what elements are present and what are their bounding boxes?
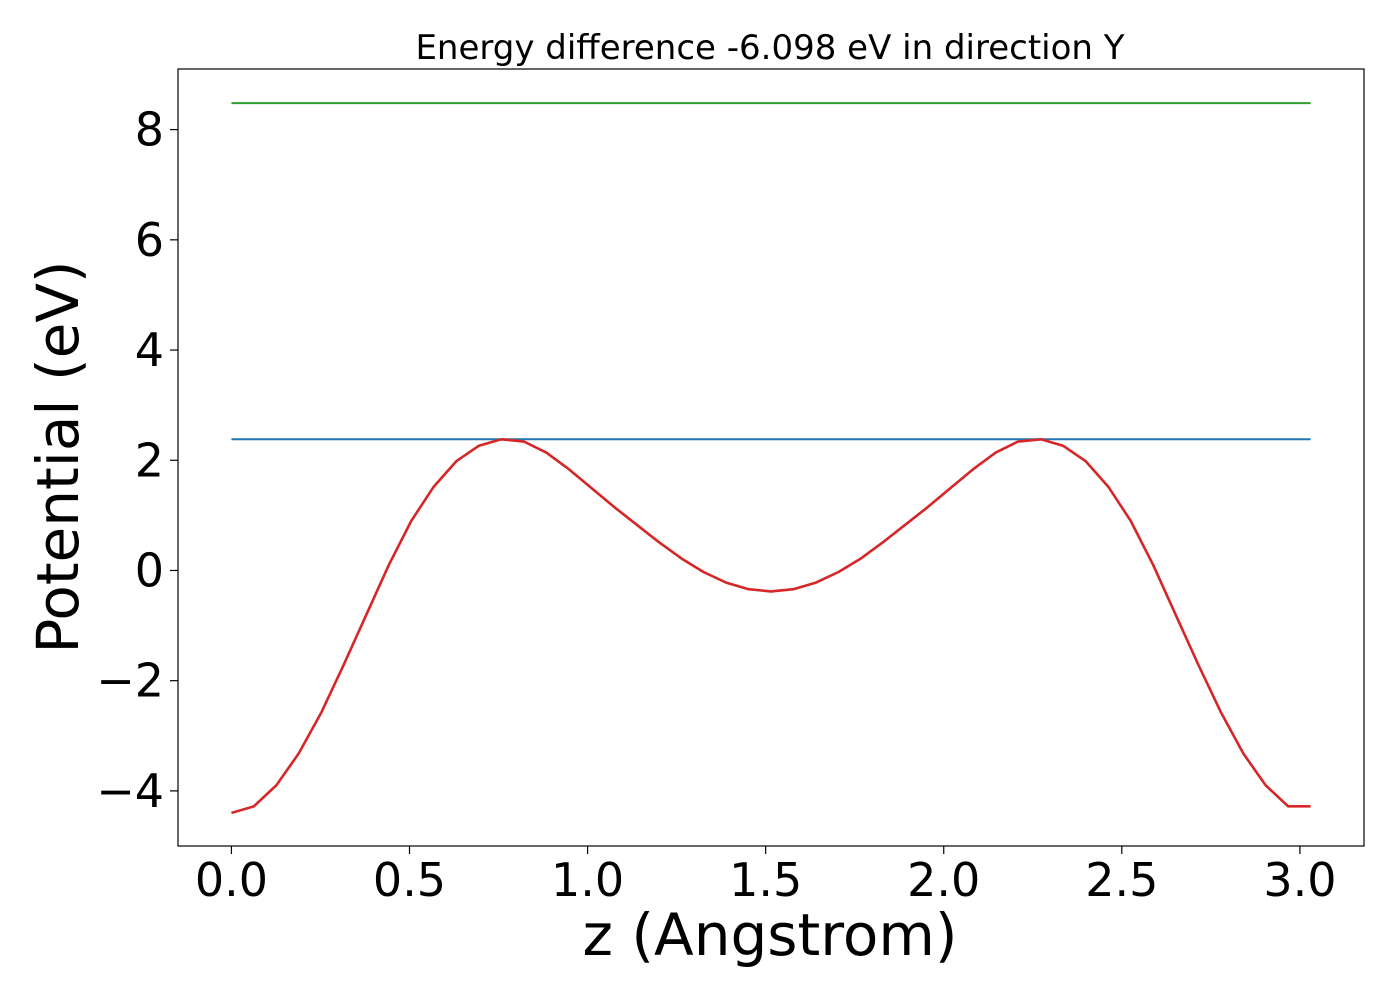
x-tick-label: 0.5: [373, 853, 446, 907]
x-tick-label: 0.0: [195, 853, 268, 907]
y-tick-label: −4: [96, 764, 164, 818]
y-tick-label: 2: [135, 433, 164, 487]
x-tick-label: 1.5: [729, 853, 802, 907]
y-tick-label: 6: [135, 213, 164, 267]
y-axis-label: Potential (eV): [24, 260, 92, 653]
x-tick-label: 2.0: [907, 853, 980, 907]
x-axis: 0.0 0.5 1.0 1.5 2.0 2.5 3.0: [195, 846, 1336, 907]
y-tick-label: −2: [96, 654, 164, 708]
y-tick-label: 0: [135, 543, 164, 597]
y-axis: −4 −2 0 2 4 6 8: [96, 103, 178, 818]
x-tick-label: 3.0: [1263, 853, 1336, 907]
x-axis-label: z (Angstrom): [583, 901, 958, 969]
y-tick-label: 8: [135, 103, 164, 157]
series-line-2: [231, 438, 1311, 815]
series-layer: [231, 102, 1311, 815]
x-tick-label: 2.5: [1085, 853, 1158, 907]
chart-title: Energy difference -6.098 eV in direction…: [415, 28, 1124, 68]
y-tick-label: 4: [135, 323, 164, 377]
x-tick-label: 1.0: [551, 853, 624, 907]
plot-area-frame: [177, 68, 1365, 847]
